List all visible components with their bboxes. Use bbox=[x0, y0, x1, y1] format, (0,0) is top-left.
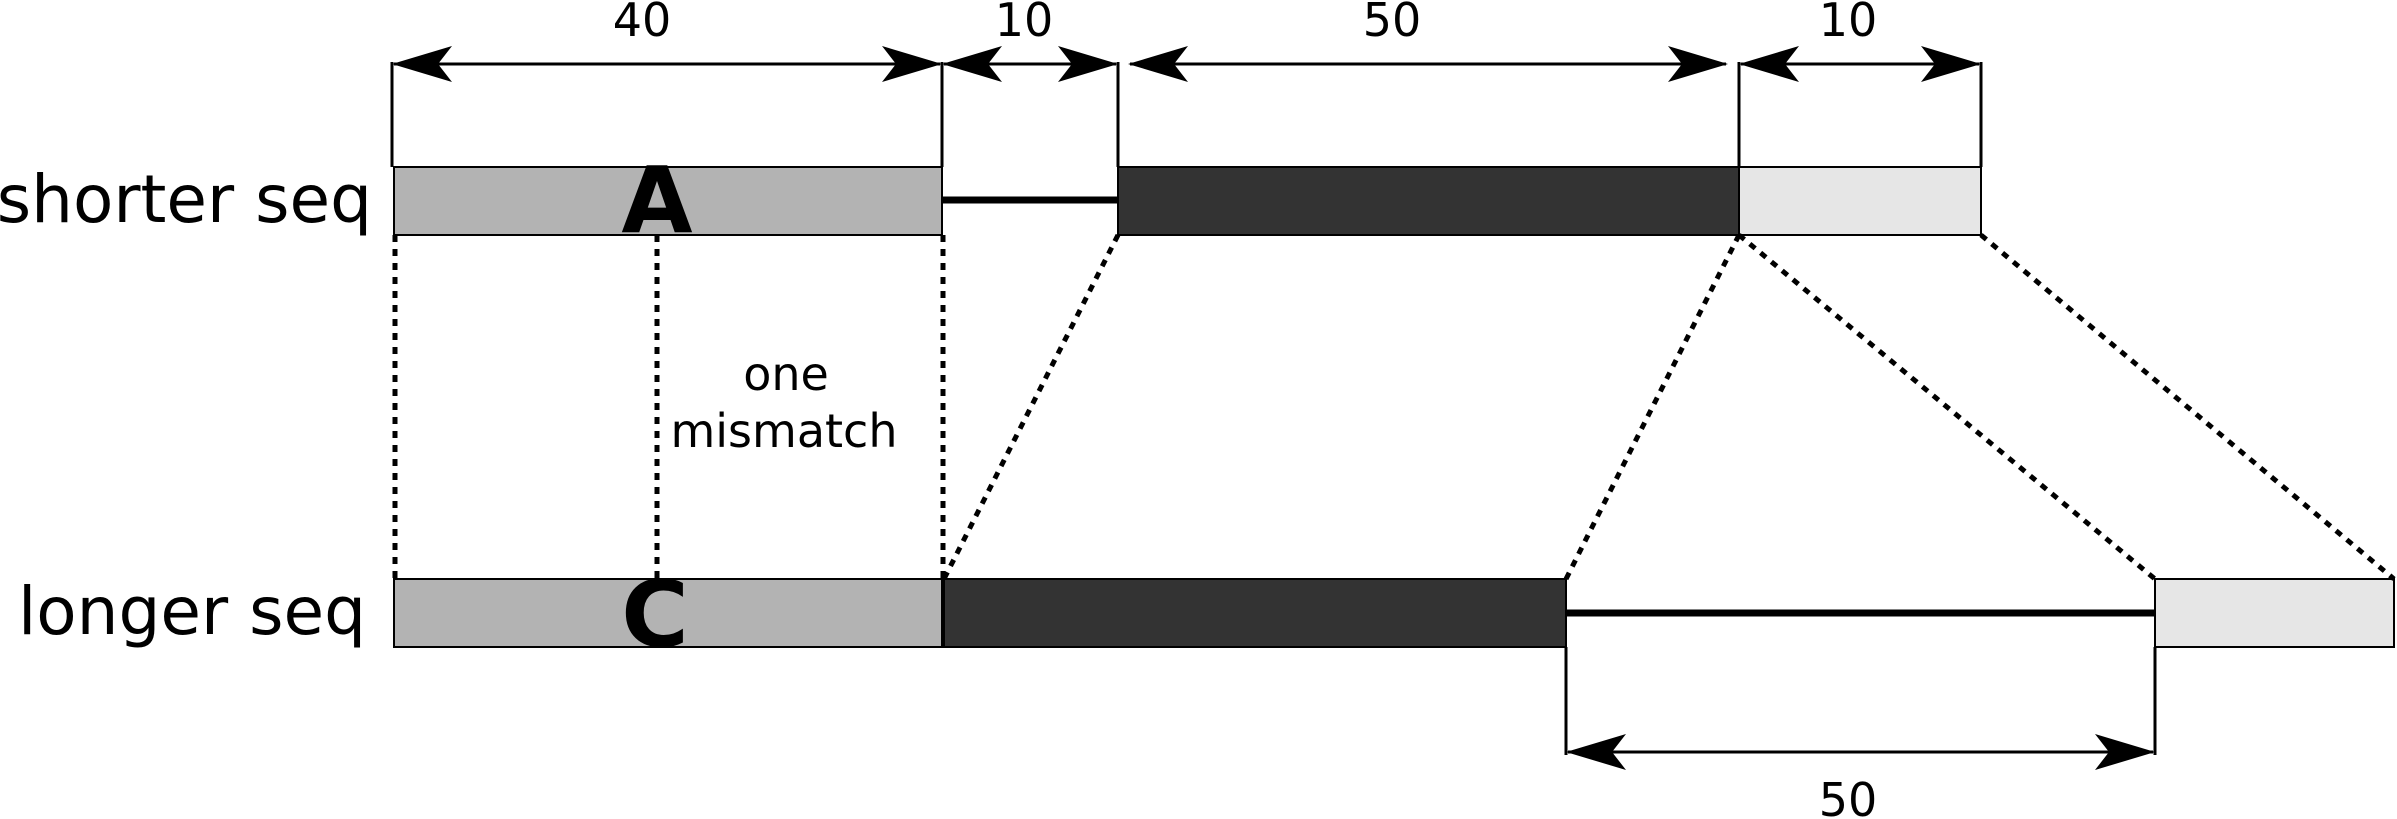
dim-label-40: 40 bbox=[613, 0, 672, 47]
longer-seq-label: longer seq bbox=[18, 573, 366, 650]
shorter-seq-label: shorter seq bbox=[0, 161, 372, 238]
longer-seq-base-c: C bbox=[621, 561, 689, 668]
bottom-extension-lines bbox=[1564, 647, 2157, 755]
dim-label-10-right: 10 bbox=[1819, 0, 1878, 47]
mismatch-note-line-1: one bbox=[743, 347, 829, 401]
shorter-seq-segment-3 bbox=[1738, 166, 1982, 236]
longer-seq-segment-2 bbox=[943, 578, 1567, 648]
dim-label-10-left: 10 bbox=[995, 0, 1054, 47]
correspondence-lines bbox=[392, 233, 2396, 581]
mismatch-note-line-2: mismatch bbox=[670, 404, 897, 458]
longer-seq-segment-3 bbox=[2154, 578, 2395, 648]
dim-label-50-top: 50 bbox=[1363, 0, 1422, 47]
shorter-seq-segment-2 bbox=[1117, 166, 1740, 236]
longer-seq-segment-1 bbox=[393, 578, 943, 648]
dim-label-50-bottom: 50 bbox=[1819, 773, 1878, 819]
